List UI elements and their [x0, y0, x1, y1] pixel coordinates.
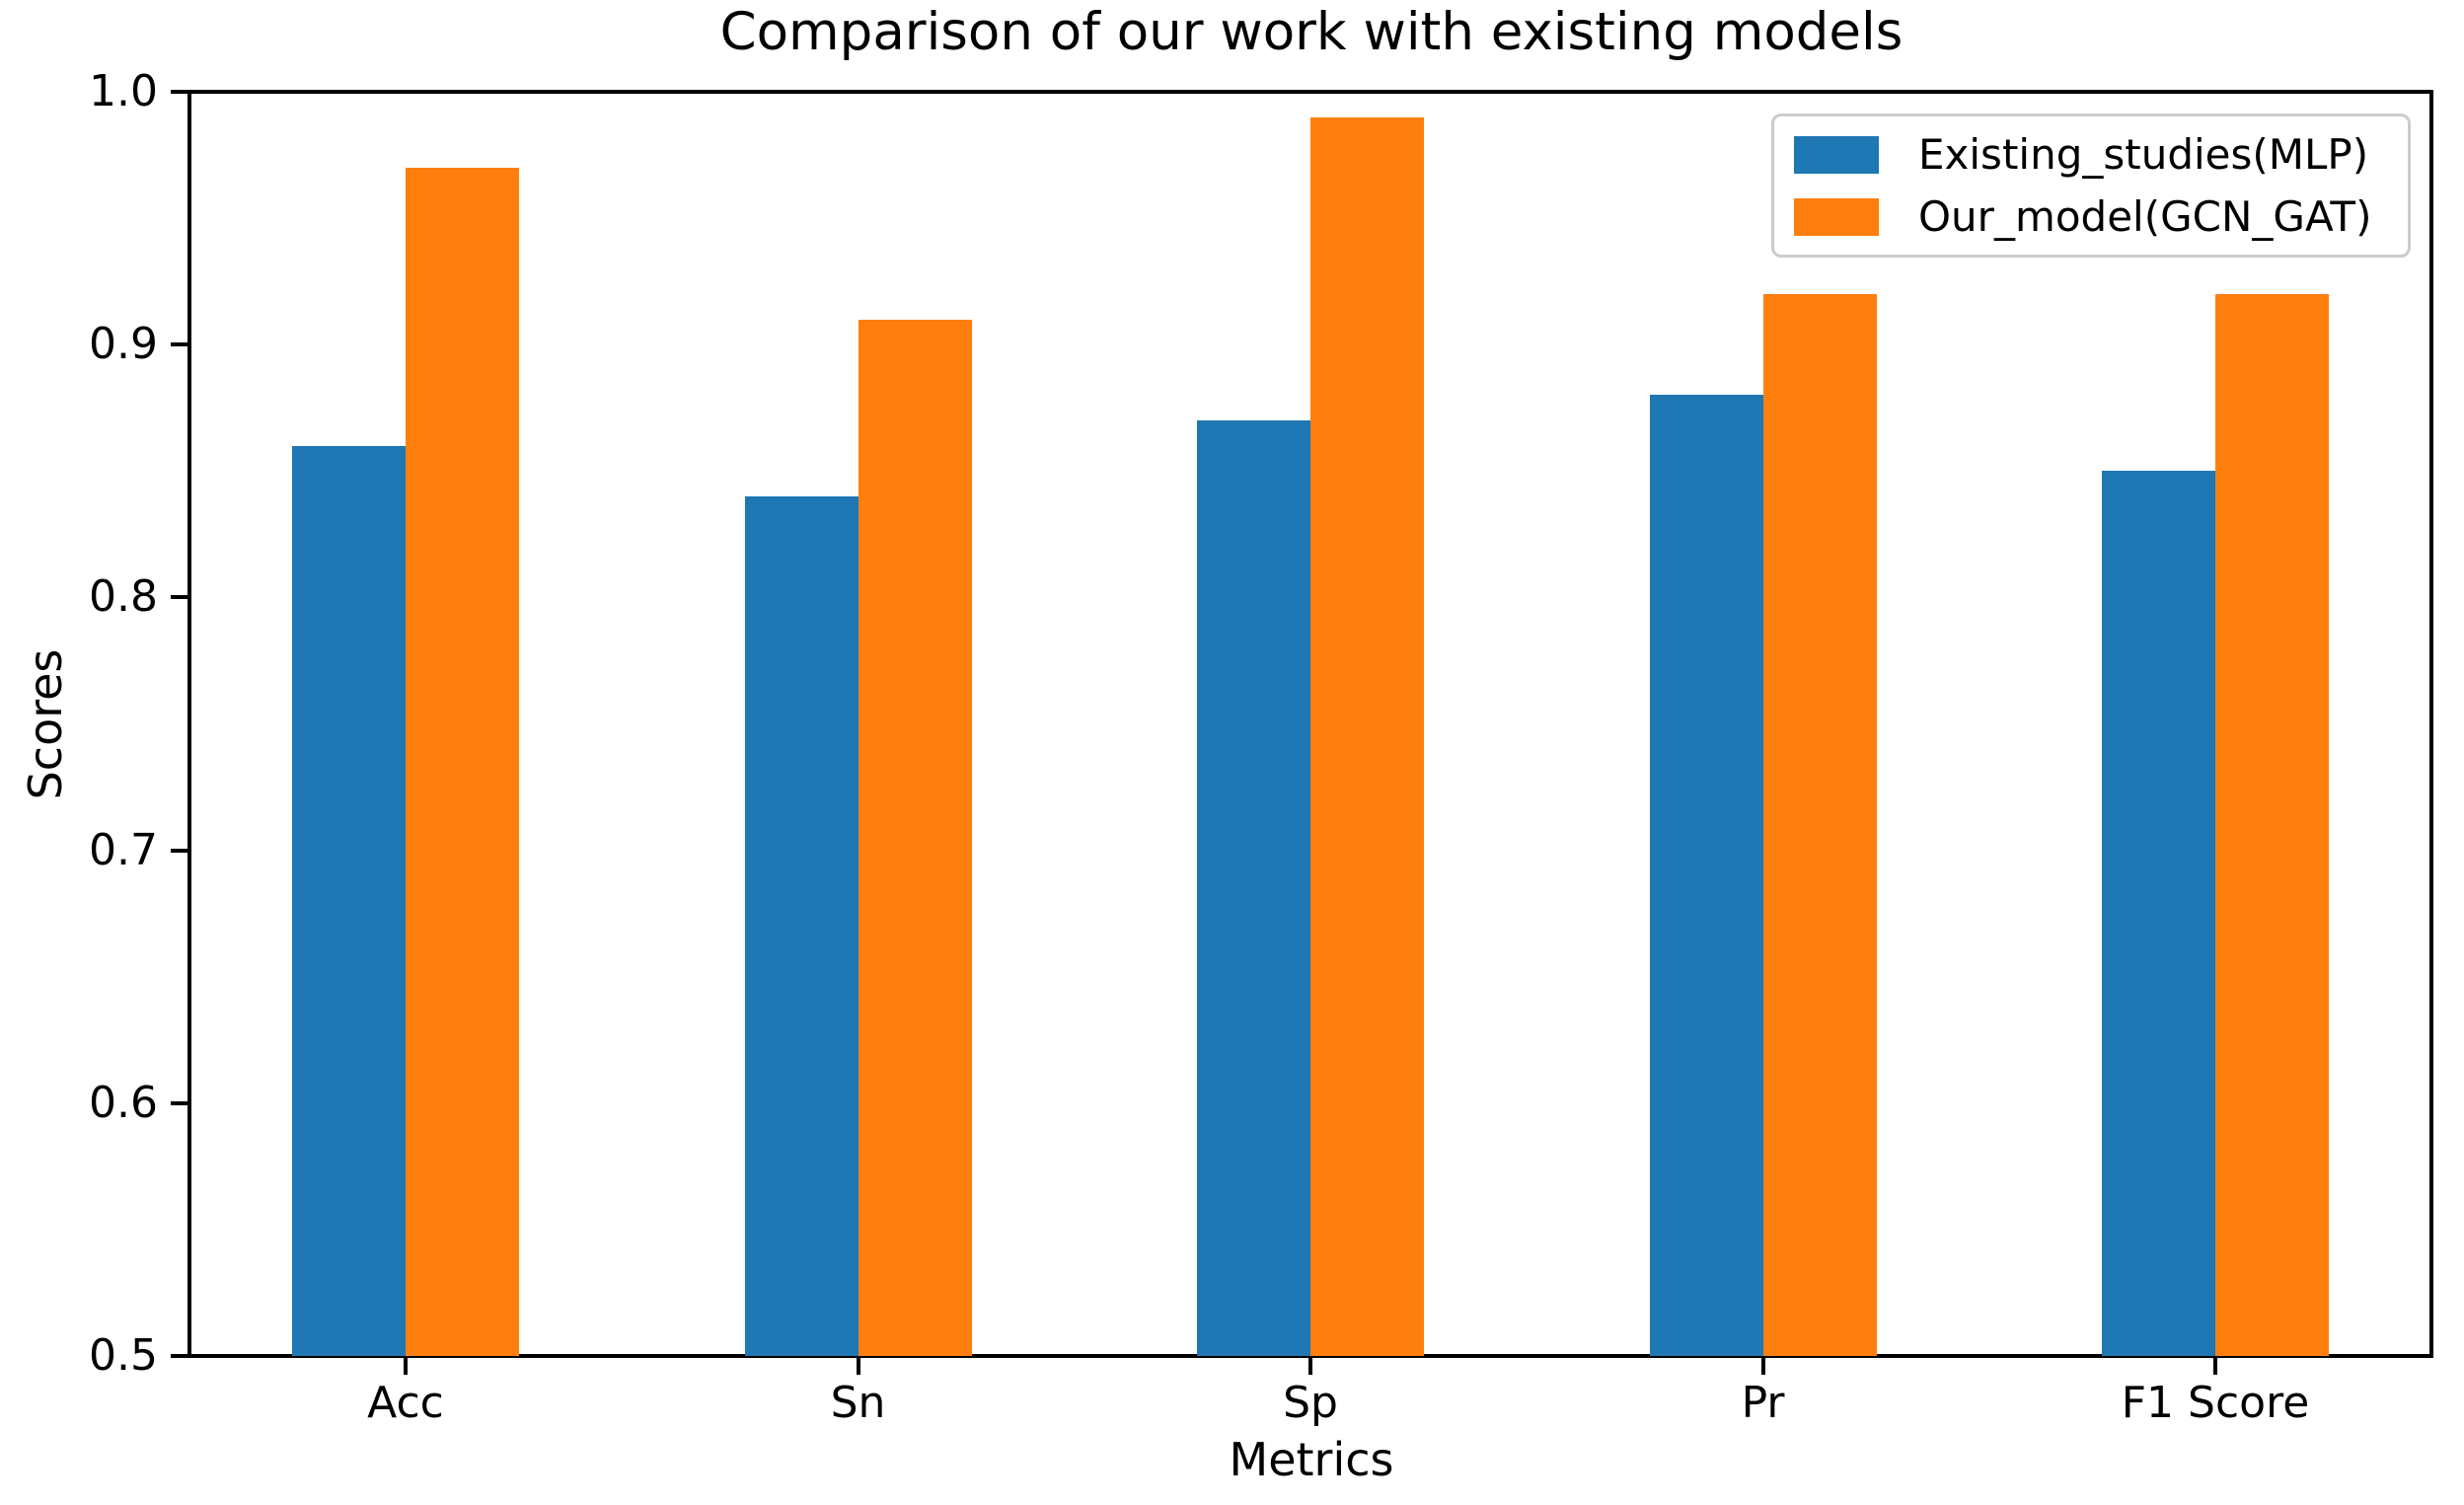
x-tick-label: F1 Score [2121, 1378, 2310, 1428]
legend-label-our-model: Our_model(GCN_GAT) [1918, 192, 2372, 241]
bar-f1-score-existing-studies [2102, 471, 2215, 1356]
legend-swatch-our-model [1794, 197, 1879, 236]
legend-swatch-existing-studies [1794, 135, 1879, 174]
bar-sp-existing-studies [1197, 420, 1310, 1356]
bar-pr-our-model [1762, 293, 1877, 1356]
x-tick-label: Pr [1741, 1378, 1785, 1428]
y-tick-mark [171, 848, 187, 853]
y-axis-label: Scores [19, 648, 72, 800]
y-tick-mark [171, 595, 187, 600]
bar-acc-existing-studies [292, 445, 406, 1356]
x-tick-label: Sp [1283, 1378, 1338, 1428]
y-tick-label: 0.5 [89, 1330, 158, 1381]
bar-sn-our-model [858, 319, 972, 1356]
bar-sn-existing-studies [744, 495, 859, 1356]
legend-label-existing-studies: Existing_studies(MLP) [1918, 130, 2369, 179]
x-tick-mark [1760, 1358, 1765, 1375]
bar-f1-score-our-model [2215, 293, 2329, 1356]
y-tick-mark [171, 1354, 187, 1358]
x-tick-mark [404, 1358, 408, 1375]
y-tick-label: 0.8 [89, 571, 158, 623]
legend-entry: Existing_studies(MLP) [1794, 130, 2408, 179]
bar-pr-existing-studies [1649, 395, 1763, 1356]
y-tick-mark [171, 1100, 187, 1105]
y-tick-label: 0.6 [89, 1077, 158, 1128]
bar-acc-our-model [406, 167, 519, 1356]
x-tick-mark [856, 1358, 860, 1375]
chart-title: Comparison of our work with existing mod… [719, 2, 1904, 62]
bar-sp-our-model [1310, 116, 1424, 1356]
legend: Existing_studies(MLP) Our_model(GCN_GAT) [1771, 113, 2411, 258]
y-tick-label: 1.0 [89, 66, 158, 116]
x-tick-mark [2213, 1358, 2217, 1375]
legend-entry: Our_model(GCN_GAT) [1794, 192, 2408, 241]
x-tick-label: Acc [367, 1378, 444, 1428]
x-tick-label: Sn [830, 1378, 886, 1428]
x-tick-mark [1308, 1358, 1312, 1375]
plot-area [187, 90, 2433, 1358]
y-tick-label: 0.9 [89, 319, 158, 370]
y-tick-label: 0.7 [89, 824, 158, 875]
y-tick-mark [171, 342, 187, 347]
x-axis-label: Metrics [1229, 1433, 1394, 1486]
y-tick-mark [171, 90, 187, 94]
